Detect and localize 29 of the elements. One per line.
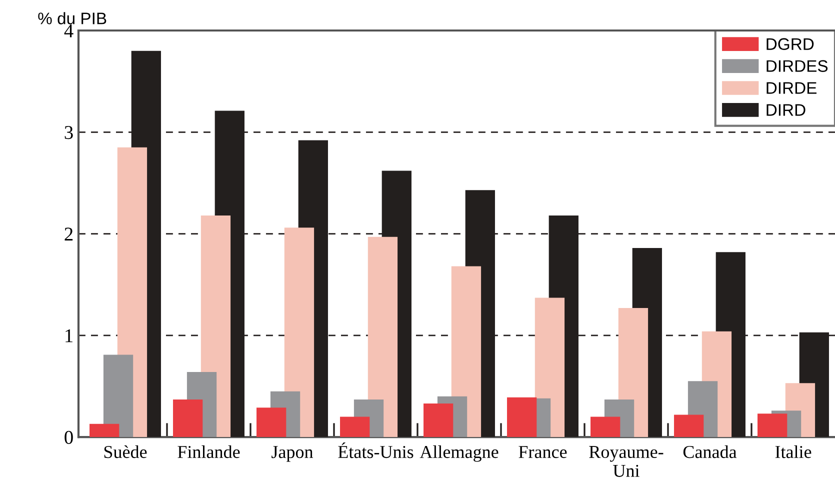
legend-label: DGRD [766, 38, 814, 50]
bar [507, 397, 537, 438]
bar [103, 354, 134, 438]
x-tick-label: Suède [104, 445, 147, 458]
x-tick-label: Italie [775, 445, 812, 458]
x-tick-label: États-Unis [338, 442, 414, 458]
bar [424, 404, 454, 438]
bar [90, 424, 120, 438]
bar [256, 408, 286, 438]
bar [173, 399, 203, 438]
x-tick-label: Japon [272, 446, 314, 462]
x-tick-label: France [518, 446, 567, 458]
bar [674, 414, 704, 438]
legend-label: DIRDES [766, 60, 828, 72]
y-tick-label: 4 [64, 24, 74, 38]
y-tick-label: 3 [64, 126, 73, 140]
legend-label: DIRDE [766, 82, 816, 94]
y-axis-title: % du PIB [38, 12, 106, 24]
x-tick-label: Finlande [178, 445, 240, 458]
bar [340, 416, 370, 438]
y-tick-label: 2 [64, 228, 73, 241]
bar [758, 414, 788, 438]
x-tick-label: Allemagne [420, 445, 498, 462]
bar [590, 416, 620, 438]
x-tick-label: Royaume- Uni [589, 446, 664, 477]
legend-label: DIRD [766, 104, 806, 116]
x-tick-label: Canada [683, 445, 737, 458]
y-tick-label: 1 [66, 329, 72, 342]
y-tick-label: 0 [64, 430, 73, 444]
